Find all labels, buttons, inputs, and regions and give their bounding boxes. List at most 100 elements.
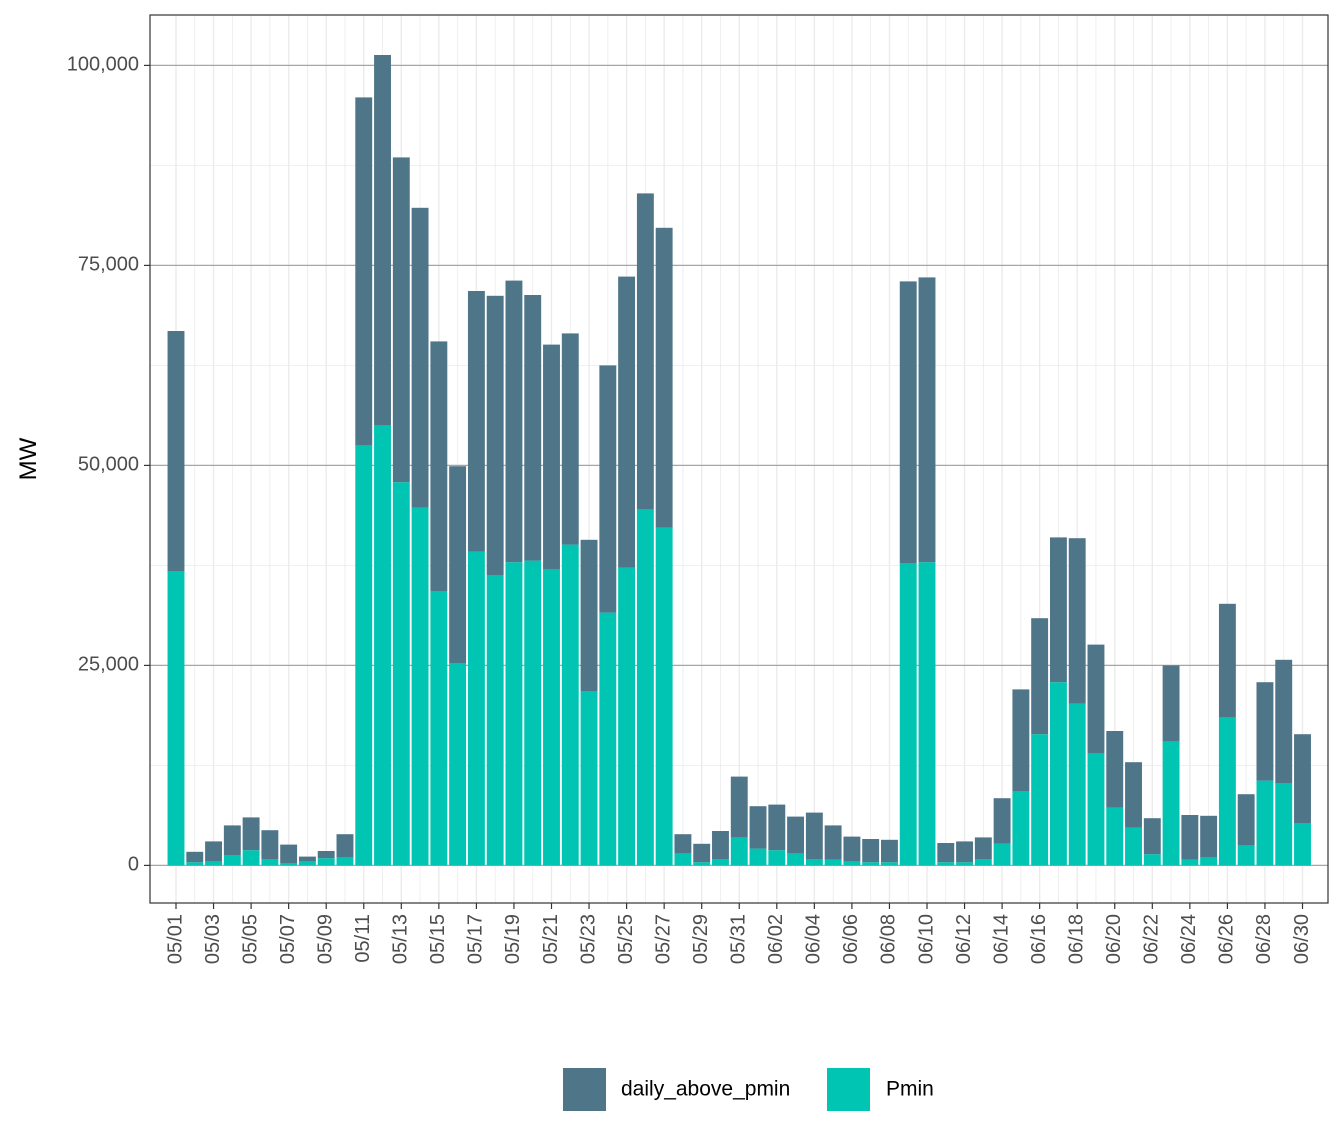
- bar-Pmin-06-14: [993, 843, 1011, 866]
- bar-Pmin-05-21: [543, 569, 560, 866]
- bar-daily-above-pmin-05-23: [580, 539, 598, 691]
- bar-Pmin-06-21: [1125, 827, 1142, 866]
- bar-Pmin-05-02: [186, 862, 204, 866]
- x-tick-label: 06/26: [1216, 914, 1238, 964]
- bar-Pmin-05-19: [505, 562, 523, 866]
- bar-daily-above-pmin-05-21: [543, 344, 560, 570]
- bar-daily-above-pmin-06-25: [1200, 815, 1218, 858]
- bar-Pmin-06-19: [1087, 753, 1105, 866]
- bar-Pmin-06-25: [1200, 857, 1218, 866]
- bar-Pmin-06-23: [1162, 741, 1180, 866]
- bar-daily-above-pmin-06-01: [749, 806, 767, 849]
- x-tick-label: 06/10: [915, 914, 937, 964]
- bar-daily-above-pmin-06-21: [1125, 762, 1142, 828]
- x-tick-label: 05/21: [540, 914, 562, 964]
- bar-daily-above-pmin-06-09: [899, 281, 917, 563]
- bar-Pmin-06-05: [824, 859, 842, 866]
- bar-daily-above-pmin-06-22: [1143, 818, 1161, 855]
- bar-Pmin-06-01: [749, 848, 767, 866]
- x-tick-label: 05/07: [277, 914, 299, 964]
- bar-Pmin-06-17: [1049, 682, 1067, 866]
- y-tick-label: 50,000: [78, 454, 139, 476]
- x-tick-label: 05/01: [164, 914, 186, 964]
- bar-daily-above-pmin-05-24: [599, 365, 617, 613]
- bar-daily-above-pmin-05-12: [374, 55, 391, 426]
- legend-label-Pmin: Pmin: [886, 1078, 934, 1101]
- bar-daily-above-pmin-05-26: [636, 193, 654, 510]
- x-tick-label: 05/11: [352, 914, 374, 963]
- bar-Pmin-06-12: [956, 862, 973, 866]
- bar-Pmin-06-20: [1106, 807, 1124, 866]
- x-tick-label: 06/08: [878, 914, 900, 964]
- bar-Pmin-06-13: [974, 859, 992, 866]
- legend-label-daily-above-pmin: daily_above_pmin: [621, 1078, 790, 1101]
- y-tick-label: 0: [128, 854, 139, 876]
- x-tick-label: 06/06: [840, 914, 862, 964]
- bar-daily-above-pmin-06-30: [1294, 734, 1311, 823]
- bar-Pmin-06-02: [768, 850, 786, 866]
- bar-Pmin-05-12: [374, 425, 391, 866]
- bar-daily-above-pmin-05-22: [561, 333, 579, 545]
- bar-Pmin-05-15: [430, 591, 448, 866]
- x-tick-label: 06/24: [1178, 914, 1200, 964]
- bar-Pmin-06-18: [1068, 703, 1086, 866]
- bar-Pmin-05-18: [486, 575, 504, 866]
- bar-daily-above-pmin-06-28: [1256, 682, 1274, 781]
- bar-daily-above-pmin-06-06: [843, 836, 861, 862]
- bar-Pmin-05-01: [167, 571, 185, 866]
- bar-daily-above-pmin-05-09: [317, 851, 335, 859]
- bar-Pmin-06-15: [1012, 791, 1030, 866]
- bar-Pmin-05-05: [242, 850, 260, 866]
- bar-Pmin-05-25: [618, 567, 636, 866]
- bar-daily-above-pmin-06-19: [1087, 644, 1105, 754]
- x-tick-label: 06/14: [990, 914, 1012, 964]
- bar-daily-above-pmin-06-05: [824, 825, 842, 860]
- x-tick-label: 06/18: [1065, 914, 1087, 964]
- bar-Pmin-06-10: [918, 562, 936, 866]
- bar-daily-above-pmin-05-10: [336, 834, 354, 858]
- bar-daily-above-pmin-05-28: [674, 834, 692, 854]
- x-tick-label: 05/05: [239, 914, 261, 964]
- bar-Pmin-05-06: [261, 859, 279, 866]
- bar-daily-above-pmin-05-15: [430, 341, 448, 591]
- bar-Pmin-05-09: [317, 858, 335, 866]
- x-tick-label: 06/16: [1028, 914, 1050, 964]
- bar-Pmin-06-27: [1237, 845, 1255, 866]
- x-tick-label: 05/19: [502, 914, 524, 964]
- bar-daily-above-pmin-05-04: [223, 825, 241, 855]
- y-tick-label: 75,000: [78, 254, 139, 276]
- bar-daily-above-pmin-05-18: [486, 295, 504, 575]
- x-axis: 05/01 05/03 05/05 05/07 05/09 05/11 05/13 05/15…: [164, 903, 1313, 964]
- bar-Pmin-05-22: [561, 544, 579, 866]
- bar-daily-above-pmin-06-10: [918, 277, 936, 563]
- bar-Pmin-05-11: [355, 445, 373, 866]
- bar-Pmin-05-04: [223, 855, 241, 866]
- bar-Pmin-05-27: [655, 527, 673, 866]
- bar-daily-above-pmin-06-08: [881, 839, 898, 863]
- bar-Pmin-06-09: [899, 563, 917, 866]
- bar-daily-above-pmin-05-30: [712, 831, 729, 859]
- bar-Pmin-05-29: [693, 862, 711, 866]
- bar-Pmin-06-08: [881, 862, 898, 866]
- bar-Pmin-06-30: [1294, 823, 1311, 866]
- x-tick-label: 05/13: [390, 914, 412, 964]
- bar-daily-above-pmin-06-16: [1031, 618, 1049, 735]
- bar-daily-above-pmin-06-18: [1068, 538, 1086, 704]
- bar-daily-above-pmin-05-19: [505, 280, 523, 563]
- bar-Pmin-05-28: [674, 853, 692, 866]
- x-tick-label: 06/22: [1141, 914, 1163, 964]
- bar-daily-above-pmin-06-20: [1106, 731, 1124, 808]
- x-tick-label: 05/23: [577, 914, 599, 964]
- bar-daily-above-pmin-05-27: [655, 227, 673, 528]
- bar-Pmin-06-06: [843, 861, 861, 866]
- bar-daily-above-pmin-06-02: [768, 804, 786, 851]
- bar-daily-above-pmin-05-07: [280, 844, 298, 863]
- bar-Pmin-05-20: [524, 560, 542, 866]
- x-tick-label: 05/17: [465, 914, 487, 964]
- bar-daily-above-pmin-05-06: [261, 830, 279, 859]
- bar-daily-above-pmin-05-25: [618, 276, 636, 568]
- x-tick-label: 05/31: [728, 914, 750, 964]
- bar-daily-above-pmin-05-16: [449, 466, 467, 663]
- bar-Pmin-05-23: [580, 691, 598, 866]
